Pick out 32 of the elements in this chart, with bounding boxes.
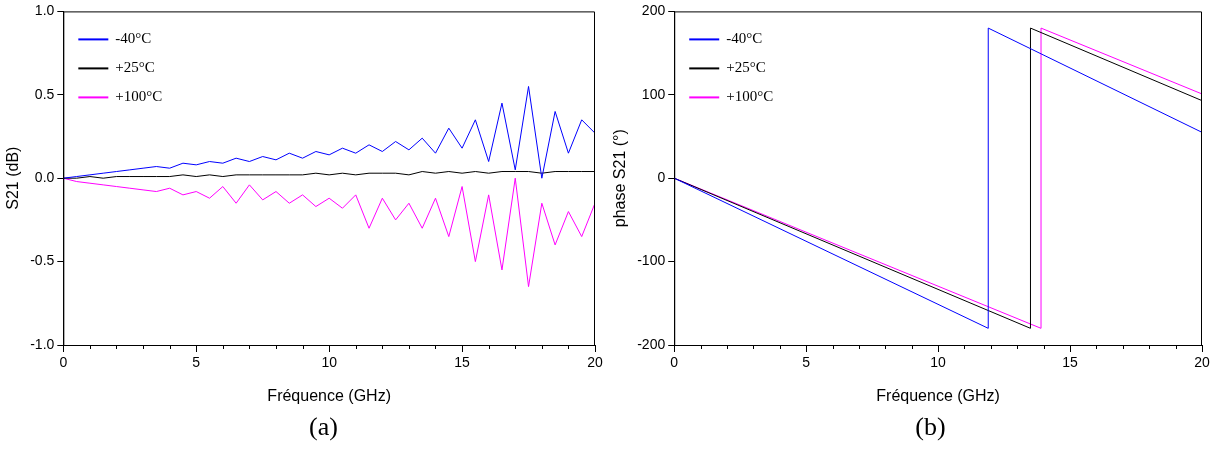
x-axis-title: Fréquence (GHz) (267, 386, 391, 404)
y-tick-label: 100 (641, 85, 666, 102)
y-tick-label: -0.5 (30, 252, 55, 269)
y-tick-label: 200 (641, 2, 666, 19)
x-tick-label: 10 (321, 354, 338, 371)
legend-label: -40°C (115, 30, 152, 47)
y-tick-label: 0.0 (34, 169, 55, 186)
y-axis-title: S21 (dB) (4, 146, 22, 210)
y-tick-label: 0.5 (34, 85, 55, 102)
x-tick-label: 0 (59, 354, 68, 371)
x-tick-label: 5 (802, 354, 811, 371)
y-tick-label: 0 (657, 169, 666, 186)
y-tick-label: 1.0 (34, 2, 55, 19)
x-tick-label: 10 (930, 354, 947, 371)
x-tick-label: 20 (587, 354, 603, 371)
y-axis-title: phase S21 (°) (611, 129, 629, 228)
text: (a) (308, 412, 339, 442)
x-tick-label: 20 (1194, 354, 1210, 371)
legend-label: +100°C (726, 88, 774, 105)
y-tick-label: -100 (637, 252, 666, 269)
x-tick-label: 5 (192, 354, 201, 371)
x-tick-label: 15 (1062, 354, 1079, 371)
legend-label: +25°C (726, 59, 766, 76)
legend-label: +25°C (115, 59, 155, 76)
text: (b) (914, 412, 947, 442)
x-axis-title: Fréquence (GHz) (876, 386, 1000, 404)
legend-label: +100°C (115, 88, 163, 105)
x-tick-label: 0 (670, 354, 679, 371)
y-tick-label: -200 (637, 335, 666, 352)
legend-label: -40°C (726, 30, 763, 47)
x-tick-label: 15 (454, 354, 471, 371)
y-tick-label: -1.0 (30, 335, 55, 352)
